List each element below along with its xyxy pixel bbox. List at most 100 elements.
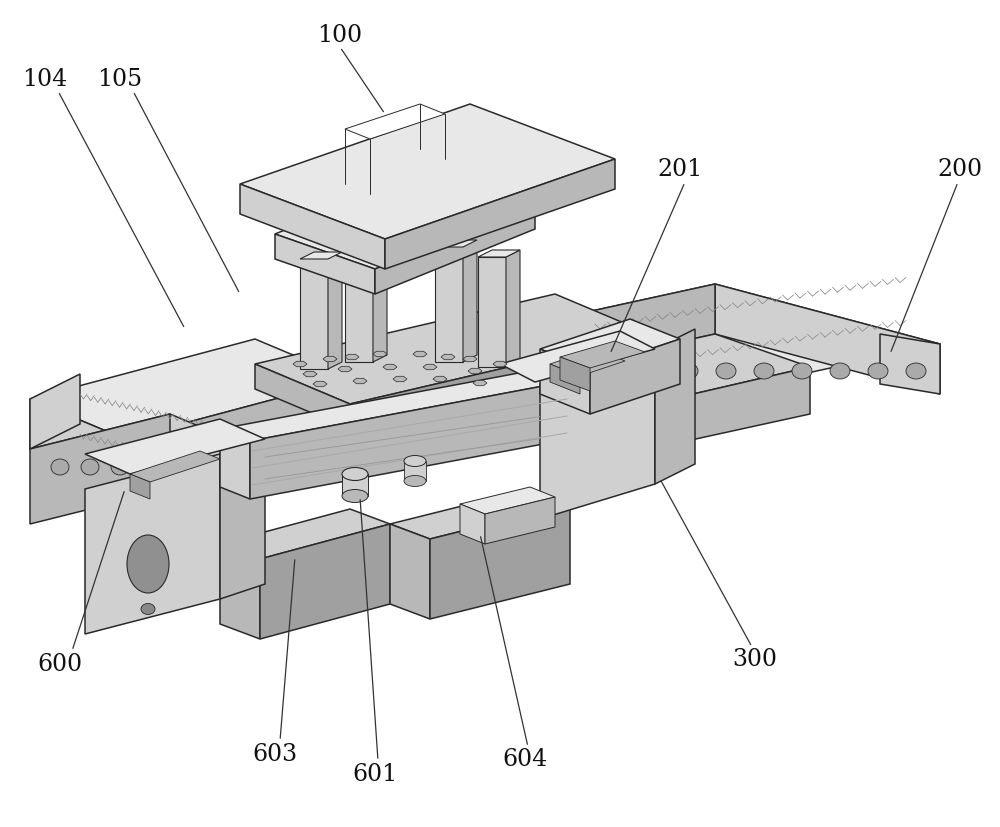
- Polygon shape: [550, 365, 580, 394]
- Polygon shape: [342, 475, 368, 496]
- Polygon shape: [463, 241, 477, 362]
- Polygon shape: [313, 382, 327, 387]
- Polygon shape: [715, 284, 940, 394]
- Polygon shape: [460, 487, 555, 514]
- Polygon shape: [540, 350, 590, 414]
- Polygon shape: [85, 419, 265, 475]
- Polygon shape: [303, 372, 317, 377]
- Ellipse shape: [868, 364, 888, 380]
- Polygon shape: [260, 524, 390, 639]
- Polygon shape: [373, 241, 387, 362]
- Polygon shape: [85, 455, 220, 634]
- Ellipse shape: [404, 456, 426, 467]
- Polygon shape: [468, 369, 482, 375]
- Polygon shape: [300, 260, 328, 370]
- Polygon shape: [275, 235, 375, 294]
- Ellipse shape: [640, 364, 660, 380]
- Ellipse shape: [830, 364, 850, 380]
- Polygon shape: [350, 335, 650, 429]
- Ellipse shape: [404, 476, 426, 487]
- Polygon shape: [220, 429, 250, 500]
- Ellipse shape: [291, 460, 309, 476]
- Polygon shape: [560, 357, 590, 391]
- Polygon shape: [275, 170, 535, 270]
- Polygon shape: [255, 365, 350, 429]
- Polygon shape: [373, 351, 387, 357]
- Polygon shape: [555, 284, 940, 380]
- Polygon shape: [323, 356, 337, 362]
- Polygon shape: [220, 544, 260, 639]
- Polygon shape: [550, 350, 625, 376]
- Polygon shape: [430, 504, 570, 619]
- Text: 600: 600: [37, 653, 83, 676]
- Polygon shape: [650, 367, 810, 449]
- Ellipse shape: [906, 364, 926, 380]
- Ellipse shape: [51, 460, 69, 476]
- Ellipse shape: [127, 535, 169, 593]
- Text: 603: 603: [252, 743, 298, 766]
- Polygon shape: [220, 509, 390, 559]
- Polygon shape: [560, 342, 645, 369]
- Text: 201: 201: [657, 158, 703, 181]
- Polygon shape: [293, 362, 307, 367]
- Polygon shape: [441, 355, 455, 361]
- Polygon shape: [345, 355, 359, 361]
- Polygon shape: [30, 414, 170, 524]
- Polygon shape: [435, 241, 477, 248]
- Text: 104: 104: [22, 69, 68, 92]
- Polygon shape: [130, 475, 150, 500]
- Polygon shape: [240, 184, 385, 270]
- Ellipse shape: [678, 364, 698, 380]
- Polygon shape: [880, 335, 940, 394]
- Polygon shape: [383, 365, 397, 370]
- Polygon shape: [460, 504, 485, 544]
- Polygon shape: [30, 375, 80, 449]
- Ellipse shape: [171, 460, 189, 476]
- Ellipse shape: [716, 364, 736, 380]
- Polygon shape: [540, 319, 680, 370]
- Polygon shape: [125, 380, 350, 490]
- Polygon shape: [540, 350, 655, 519]
- Polygon shape: [353, 379, 367, 385]
- Polygon shape: [300, 253, 342, 260]
- Polygon shape: [345, 105, 445, 140]
- Polygon shape: [250, 381, 570, 500]
- Text: 100: 100: [317, 23, 363, 46]
- Ellipse shape: [261, 460, 279, 476]
- Polygon shape: [220, 439, 265, 600]
- Ellipse shape: [342, 490, 368, 503]
- Polygon shape: [655, 330, 695, 485]
- Polygon shape: [506, 251, 520, 367]
- Polygon shape: [30, 414, 265, 490]
- Polygon shape: [390, 490, 570, 539]
- Polygon shape: [423, 365, 437, 370]
- Polygon shape: [30, 340, 350, 439]
- Ellipse shape: [342, 468, 368, 481]
- Polygon shape: [413, 351, 427, 357]
- Polygon shape: [390, 524, 430, 619]
- Polygon shape: [345, 241, 387, 248]
- Polygon shape: [473, 380, 487, 386]
- Polygon shape: [345, 248, 373, 362]
- Polygon shape: [338, 367, 352, 372]
- Polygon shape: [485, 497, 555, 544]
- Polygon shape: [493, 362, 507, 367]
- Polygon shape: [433, 377, 447, 382]
- Polygon shape: [590, 340, 680, 414]
- Polygon shape: [555, 284, 715, 370]
- Polygon shape: [240, 105, 615, 240]
- Polygon shape: [478, 258, 506, 367]
- Ellipse shape: [754, 364, 774, 380]
- Polygon shape: [328, 253, 342, 370]
- Polygon shape: [478, 251, 520, 258]
- Text: 601: 601: [352, 762, 398, 786]
- Text: 200: 200: [937, 158, 983, 181]
- Polygon shape: [393, 377, 407, 382]
- Polygon shape: [555, 335, 810, 404]
- Ellipse shape: [111, 460, 129, 476]
- Polygon shape: [255, 294, 650, 404]
- Polygon shape: [220, 370, 570, 442]
- Polygon shape: [463, 356, 477, 362]
- Polygon shape: [130, 452, 220, 482]
- Ellipse shape: [141, 460, 159, 476]
